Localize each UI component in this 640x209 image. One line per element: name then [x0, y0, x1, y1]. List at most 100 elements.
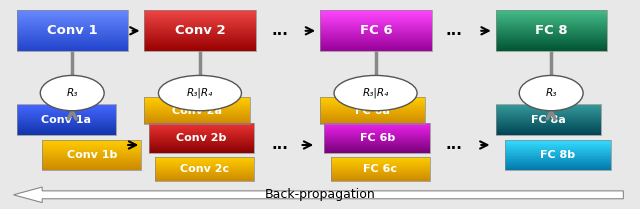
Bar	[17, 17, 129, 18]
Bar	[149, 122, 254, 123]
Bar	[495, 38, 607, 39]
Bar	[156, 173, 254, 174]
Bar	[17, 112, 116, 113]
Bar	[495, 21, 607, 22]
Bar	[320, 48, 432, 50]
Bar	[495, 12, 607, 13]
Bar	[331, 174, 430, 175]
Bar	[17, 35, 129, 36]
Bar	[320, 109, 426, 110]
Bar	[145, 42, 256, 43]
Bar	[17, 104, 116, 105]
Bar	[17, 50, 129, 51]
Bar	[17, 119, 116, 120]
Bar	[156, 161, 254, 162]
Bar	[331, 164, 430, 165]
Bar	[331, 168, 430, 169]
Bar	[17, 134, 116, 135]
Bar	[495, 18, 607, 19]
Bar	[505, 159, 611, 160]
Bar	[156, 168, 254, 169]
Bar	[42, 168, 141, 169]
Bar	[145, 21, 256, 22]
Bar	[331, 158, 430, 159]
Bar	[156, 171, 254, 172]
Bar	[145, 123, 250, 124]
Bar	[145, 111, 250, 112]
Bar	[495, 42, 607, 43]
Bar	[156, 158, 254, 159]
Bar	[149, 126, 254, 127]
Bar	[331, 157, 430, 158]
Bar	[42, 147, 141, 148]
Bar	[42, 144, 141, 145]
Bar	[149, 131, 254, 132]
Bar	[145, 37, 256, 38]
Text: ...: ...	[445, 137, 463, 152]
Bar	[320, 18, 432, 19]
Bar	[145, 106, 250, 107]
Bar	[149, 147, 254, 148]
Bar	[145, 28, 256, 29]
Bar	[320, 101, 426, 102]
Bar	[145, 14, 256, 15]
Bar	[324, 143, 430, 144]
Bar	[149, 144, 254, 145]
Bar	[320, 25, 432, 26]
Bar	[145, 122, 250, 123]
Bar	[17, 10, 129, 51]
Bar	[149, 137, 254, 138]
Ellipse shape	[40, 75, 104, 111]
Bar	[505, 164, 611, 165]
Bar	[17, 32, 129, 33]
Bar	[17, 36, 129, 37]
Bar	[42, 142, 141, 143]
Bar	[331, 179, 430, 180]
Bar	[505, 165, 611, 166]
Bar	[324, 144, 430, 145]
Bar	[17, 124, 116, 125]
Bar	[505, 151, 611, 152]
Bar	[505, 154, 611, 155]
Bar	[320, 19, 432, 20]
Bar	[149, 133, 254, 134]
Bar	[331, 165, 430, 166]
Bar	[495, 26, 607, 27]
Bar	[324, 131, 430, 132]
Bar	[149, 132, 254, 133]
Bar	[145, 11, 256, 12]
Bar	[320, 10, 432, 51]
Ellipse shape	[519, 75, 583, 111]
Bar	[495, 119, 601, 120]
Text: FC 6c: FC 6c	[364, 164, 397, 174]
Bar	[331, 166, 430, 167]
Bar	[17, 125, 116, 126]
Bar	[156, 180, 254, 181]
Bar	[331, 178, 430, 179]
Bar	[145, 24, 256, 25]
Bar	[320, 40, 432, 41]
Bar	[320, 33, 432, 34]
Bar	[505, 140, 611, 170]
Bar	[331, 162, 430, 163]
Text: FC 6a: FC 6a	[355, 106, 390, 116]
Bar	[320, 99, 426, 100]
Bar	[17, 33, 129, 34]
Bar	[42, 141, 141, 142]
Bar	[149, 146, 254, 147]
Bar	[495, 27, 607, 28]
Bar	[42, 158, 141, 159]
Bar	[324, 147, 430, 148]
Bar	[145, 19, 256, 20]
Bar	[495, 14, 607, 15]
Bar	[320, 13, 432, 14]
Bar	[495, 123, 601, 124]
Bar	[145, 101, 250, 102]
Bar	[17, 26, 129, 27]
Bar	[17, 132, 116, 133]
Bar	[505, 141, 611, 142]
Bar	[156, 170, 254, 171]
Bar	[324, 130, 430, 131]
Bar	[320, 114, 426, 115]
Bar	[149, 150, 254, 151]
